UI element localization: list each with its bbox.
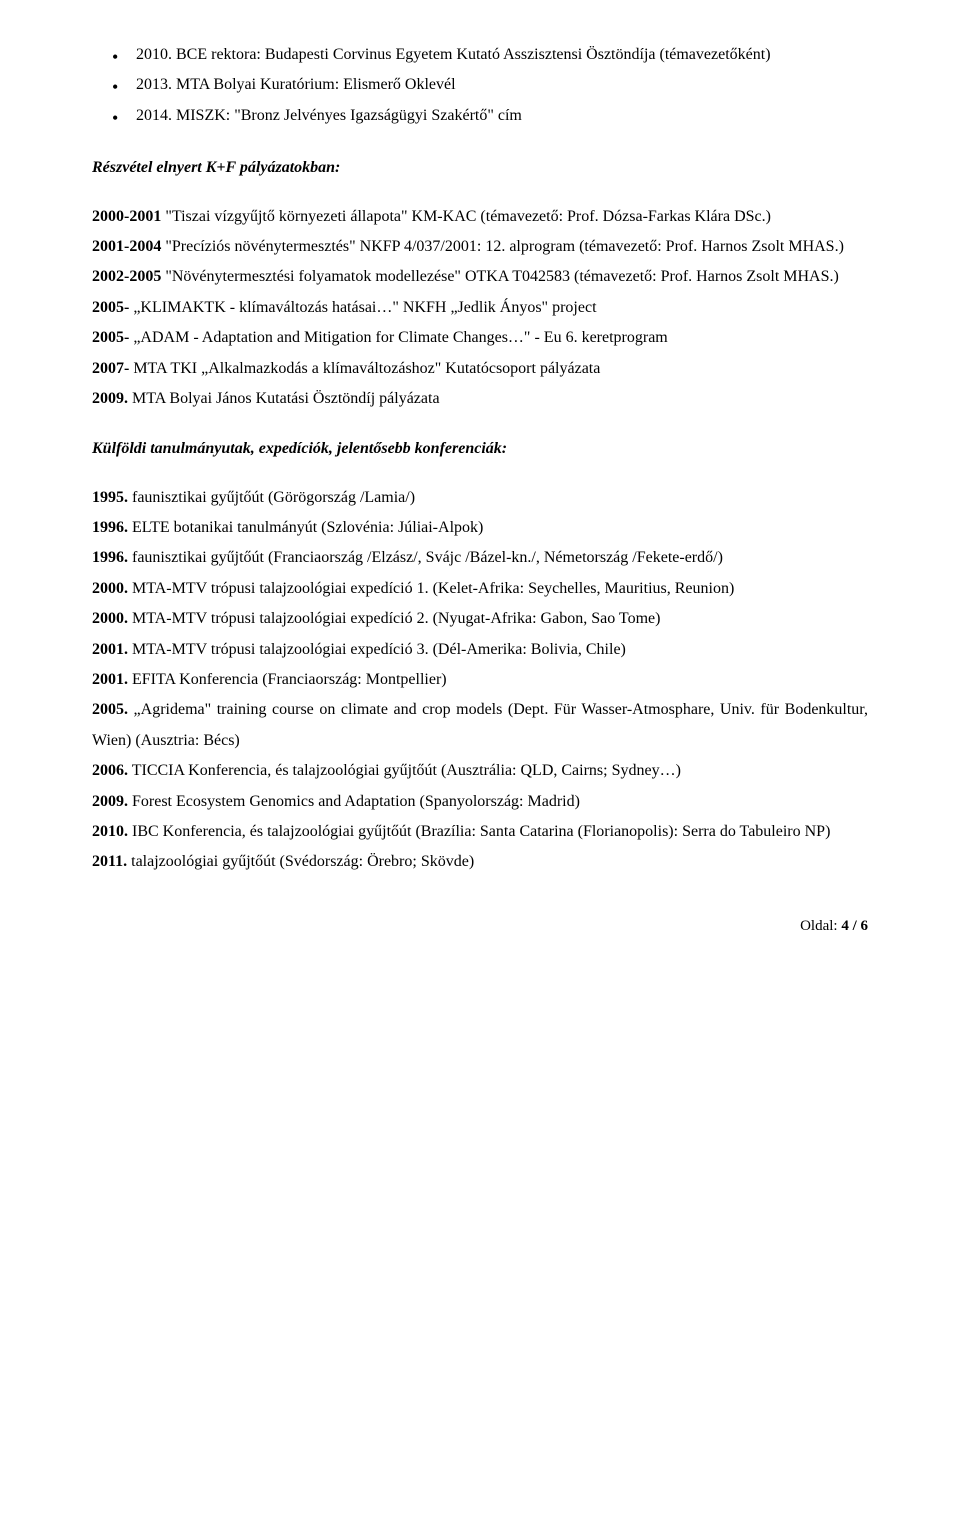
entry: 2007- MTA TKI „Alkalmazkodás a klímavált… <box>92 354 868 384</box>
award-item: 2014. MISZK: "Bronz Jelvényes Igazságügy… <box>92 101 868 131</box>
entry: 2009. MTA Bolyai János Kutatási Ösztöndí… <box>92 384 868 414</box>
entry: 2000. MTA-MTV trópusi talajzoológiai exp… <box>92 604 868 634</box>
entry-text: Forest Ecosystem Genomics and Adaptation… <box>128 793 580 810</box>
entry-year: 2011. <box>92 853 127 870</box>
entry-year: 2005- <box>92 329 129 346</box>
entry-text: „KLIMAKTK - klímaváltozás hatásai…" NKFH… <box>129 299 596 316</box>
award-text: MTA Bolyai Kuratórium: Elismerő Oklevél <box>172 76 456 93</box>
entry: 2005- „ADAM - Adaptation and Mitigation … <box>92 323 868 353</box>
entry-year: 2001. <box>92 641 128 658</box>
entry: 2001-2004 "Precíziós növénytermesztés" N… <box>92 232 868 262</box>
footer-page: 4 / 6 <box>841 918 868 934</box>
entry: 2010. IBC Konferencia, és talajzoológiai… <box>92 817 868 847</box>
entry-text: MTA-MTV trópusi talajzoológiai expedíció… <box>128 610 660 627</box>
entry: 2005- „KLIMAKTK - klímaváltozás hatásai…… <box>92 293 868 323</box>
entry-year: 2000. <box>92 580 128 597</box>
entry-text: „Agridema" training course on climate an… <box>92 701 868 748</box>
award-item: 2013. MTA Bolyai Kuratórium: Elismerő Ok… <box>92 70 868 100</box>
entry-year: 2010. <box>92 823 128 840</box>
entry-text: MTA-MTV trópusi talajzoológiai expedíció… <box>128 641 626 658</box>
entry-text: faunisztikai gyűjtőút (Franciaország /El… <box>128 549 723 566</box>
entry: 2009. Forest Ecosystem Genomics and Adap… <box>92 787 868 817</box>
section2-heading: Külföldi tanulmányutak, expedíciók, jele… <box>92 434 868 464</box>
entry-text: faunisztikai gyűjtőút (Görögország /Lami… <box>128 489 415 506</box>
entry-year: 1996. <box>92 549 128 566</box>
entry: 2001. MTA-MTV trópusi talajzoológiai exp… <box>92 635 868 665</box>
entry-text: "Precíziós növénytermesztés" NKFP 4/037/… <box>161 238 844 255</box>
section1-heading: Részvétel elnyert K+F pályázatokban: <box>92 153 868 183</box>
section1-body: 2000-2001 "Tiszai vízgyűjtő környezeti á… <box>92 202 868 415</box>
award-year: 2013. <box>136 76 172 93</box>
awards-list: 2010. BCE rektora: Budapesti Corvinus Eg… <box>92 40 868 131</box>
award-year: 2014. <box>136 107 172 124</box>
entry-year: 2005. <box>92 701 128 718</box>
entry-text: "Tiszai vízgyűjtő környezeti állapota" K… <box>161 208 771 225</box>
entry-year: 2005- <box>92 299 129 316</box>
entry-year: 2002-2005 <box>92 268 161 285</box>
entry: 1996. ELTE botanikai tanulmányút (Szlové… <box>92 513 868 543</box>
entry-text: TICCIA Konferencia, és talajzoológiai gy… <box>128 762 681 779</box>
entry: 2002-2005 "Növénytermesztési folyamatok … <box>92 262 868 292</box>
entry: 1996. faunisztikai gyűjtőút (Franciaorsz… <box>92 543 868 573</box>
entry-text: MTA Bolyai János Kutatási Ösztöndíj pály… <box>128 390 440 407</box>
entry-year: 2007- <box>92 360 129 377</box>
entry: 2006. TICCIA Konferencia, és talajzoológ… <box>92 756 868 786</box>
entry-year: 2000-2001 <box>92 208 161 225</box>
entry-text: IBC Konferencia, és talajzoológiai gyűjt… <box>128 823 830 840</box>
entry: 2000. MTA-MTV trópusi talajzoológiai exp… <box>92 574 868 604</box>
page-footer: Oldal: 4 / 6 <box>92 912 868 941</box>
entry: 1995. faunisztikai gyűjtőút (Görögország… <box>92 483 868 513</box>
award-item: 2010. BCE rektora: Budapesti Corvinus Eg… <box>92 40 868 70</box>
entry-year: 2001-2004 <box>92 238 161 255</box>
entry-year: 1995. <box>92 489 128 506</box>
entry: 2005. „Agridema" training course on clim… <box>92 695 868 756</box>
entry-text: EFITA Konferencia (Franciaország: Montpe… <box>128 671 447 688</box>
entry: 2000-2001 "Tiszai vízgyűjtő környezeti á… <box>92 202 868 232</box>
entry: 2001. EFITA Konferencia (Franciaország: … <box>92 665 868 695</box>
entry: 2011. talajzoológiai gyűjtőút (Svédorszá… <box>92 847 868 877</box>
entry-text: ELTE botanikai tanulmányút (Szlovénia: J… <box>128 519 483 536</box>
entry-text: MTA TKI „Alkalmazkodás a klímaváltozásho… <box>129 360 600 377</box>
award-text: MISZK: "Bronz Jelvényes Igazságügyi Szak… <box>172 107 522 124</box>
entry-year: 2000. <box>92 610 128 627</box>
entry-text: "Növénytermesztési folyamatok modellezés… <box>161 268 839 285</box>
entry-text: talajzoológiai gyűjtőút (Svédország: Öre… <box>127 853 474 870</box>
entry-year: 1996. <box>92 519 128 536</box>
entry-text: MTA-MTV trópusi talajzoológiai expedíció… <box>128 580 734 597</box>
award-year: 2010. <box>136 46 172 63</box>
section2-body: 1995. faunisztikai gyűjtőút (Görögország… <box>92 483 868 878</box>
entry-year: 2006. <box>92 762 128 779</box>
entry-year: 2009. <box>92 390 128 407</box>
entry-year: 2009. <box>92 793 128 810</box>
footer-label: Oldal: <box>800 918 841 934</box>
entry-text: „ADAM - Adaptation and Mitigation for Cl… <box>129 329 667 346</box>
award-text: BCE rektora: Budapesti Corvinus Egyetem … <box>172 46 771 63</box>
entry-year: 2001. <box>92 671 128 688</box>
